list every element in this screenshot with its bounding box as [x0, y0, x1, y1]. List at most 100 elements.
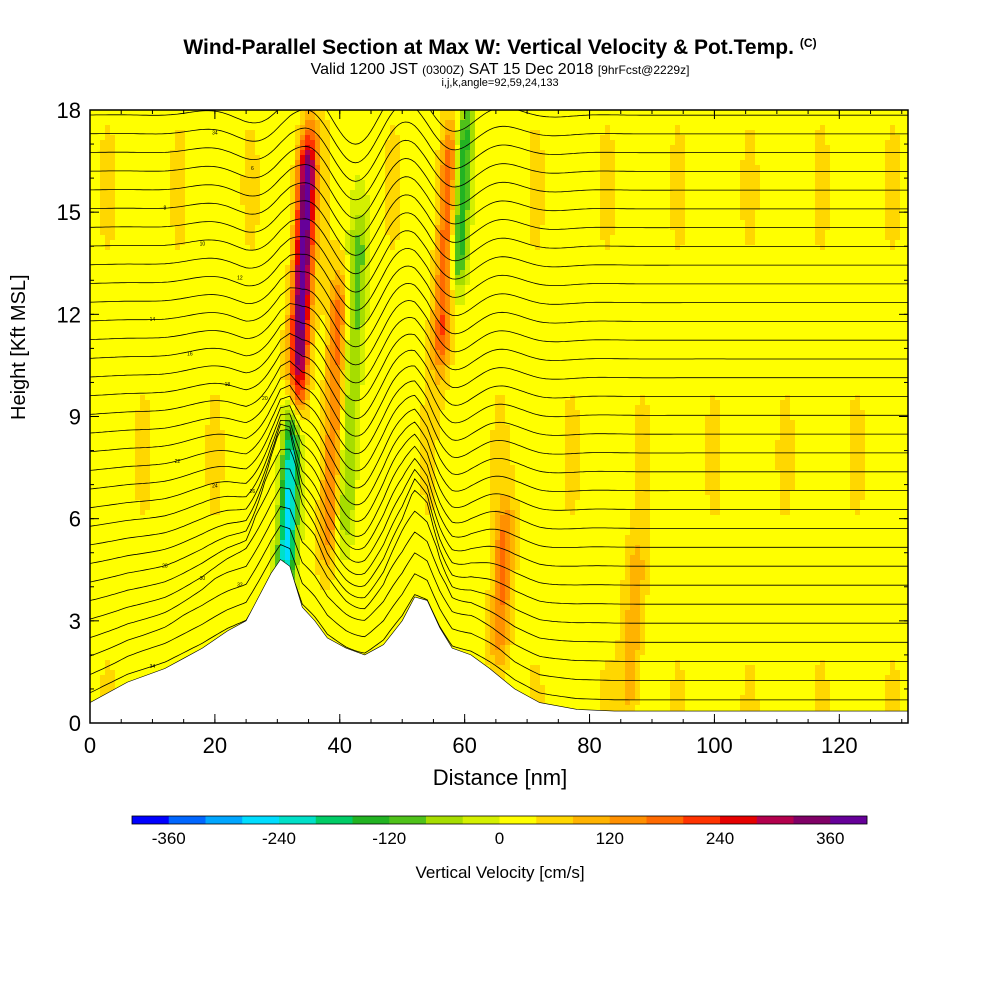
field-cell — [850, 135, 856, 141]
field-cell — [255, 215, 261, 221]
field-cell — [560, 190, 566, 196]
field-cell — [555, 225, 561, 231]
field-cell — [325, 180, 331, 186]
field-cell — [455, 210, 461, 216]
field-cell — [120, 140, 126, 146]
field-cell — [425, 170, 431, 176]
field-cell — [455, 140, 461, 146]
field-cell — [605, 255, 611, 261]
field-cell — [665, 210, 671, 216]
field-cell — [115, 145, 121, 151]
field-cell — [170, 150, 176, 156]
field-cell — [275, 200, 281, 206]
field-cell — [850, 190, 856, 196]
field-cell — [355, 205, 361, 211]
field-cell — [700, 240, 706, 246]
field-cell — [645, 230, 651, 236]
field-cell — [310, 230, 316, 236]
field-cell — [730, 195, 736, 201]
field-cell — [640, 250, 646, 256]
field-cell — [770, 185, 776, 191]
field-cell — [200, 235, 206, 241]
field-cell — [375, 260, 381, 266]
valid-date: SAT 15 Dec 2018 — [469, 61, 594, 78]
field-cell — [800, 170, 806, 176]
field-cell — [550, 165, 556, 171]
field-cell — [335, 240, 341, 246]
field-cell — [775, 155, 781, 161]
field-cell — [225, 170, 231, 176]
field-cell — [805, 120, 811, 126]
field-cell — [740, 220, 746, 226]
field-cell — [640, 215, 646, 221]
field-cell — [600, 115, 606, 121]
field-cell — [700, 235, 706, 241]
field-cell — [115, 215, 121, 221]
field-cell — [625, 120, 631, 126]
field-cell — [485, 205, 491, 211]
field-cell — [105, 140, 111, 146]
field-cell — [110, 195, 116, 201]
field-cell — [760, 140, 766, 146]
field-cell — [800, 165, 806, 171]
field-cell — [330, 110, 336, 116]
field-cell — [525, 150, 531, 156]
field-cell — [450, 240, 456, 246]
field-cell — [645, 115, 651, 121]
field-cell — [655, 200, 661, 206]
field-cell — [540, 210, 546, 216]
field-cell — [285, 130, 291, 136]
field-cell — [735, 115, 741, 121]
field-cell — [350, 145, 356, 151]
field-cell — [170, 140, 176, 146]
field-cell — [495, 145, 501, 151]
field-cell — [665, 180, 671, 186]
field-cell — [95, 225, 101, 231]
field-cell — [115, 120, 121, 126]
field-cell — [340, 255, 346, 261]
field-cell — [265, 240, 271, 246]
field-cell — [160, 110, 166, 116]
field-cell — [225, 140, 231, 146]
field-cell — [170, 170, 176, 176]
field-cell — [830, 220, 836, 226]
field-cell — [190, 260, 196, 266]
field-cell — [365, 210, 371, 216]
field-cell — [800, 220, 806, 226]
field-cell — [100, 200, 106, 206]
field-cell — [880, 235, 886, 241]
field-cell — [675, 220, 681, 226]
field-cell — [400, 185, 406, 191]
field-cell — [395, 205, 401, 211]
field-cell — [745, 115, 751, 121]
field-cell — [505, 200, 511, 206]
field-cell — [690, 255, 696, 261]
field-cell — [270, 220, 276, 226]
field-cell — [520, 120, 526, 126]
field-cell — [725, 250, 731, 256]
field-cell — [730, 120, 736, 126]
field-cell — [680, 190, 686, 196]
field-cell — [690, 235, 696, 241]
field-cell — [300, 110, 306, 116]
field-cell — [90, 255, 96, 261]
field-cell — [500, 115, 506, 121]
field-cell — [660, 155, 666, 161]
field-cell — [90, 185, 96, 191]
field-cell — [705, 210, 711, 216]
field-cell — [290, 175, 296, 181]
field-cell — [370, 120, 376, 126]
field-cell — [900, 130, 906, 136]
field-cell — [645, 180, 651, 186]
field-cell — [525, 250, 531, 256]
field-cell — [405, 260, 411, 266]
field-cell — [905, 160, 908, 166]
field-cell — [695, 245, 701, 251]
field-cell — [875, 230, 881, 236]
field-cell — [530, 135, 536, 141]
field-cell — [275, 250, 281, 256]
field-cell — [250, 185, 256, 191]
field-cell — [875, 135, 881, 141]
field-cell — [250, 135, 256, 141]
field-cell — [430, 245, 436, 251]
